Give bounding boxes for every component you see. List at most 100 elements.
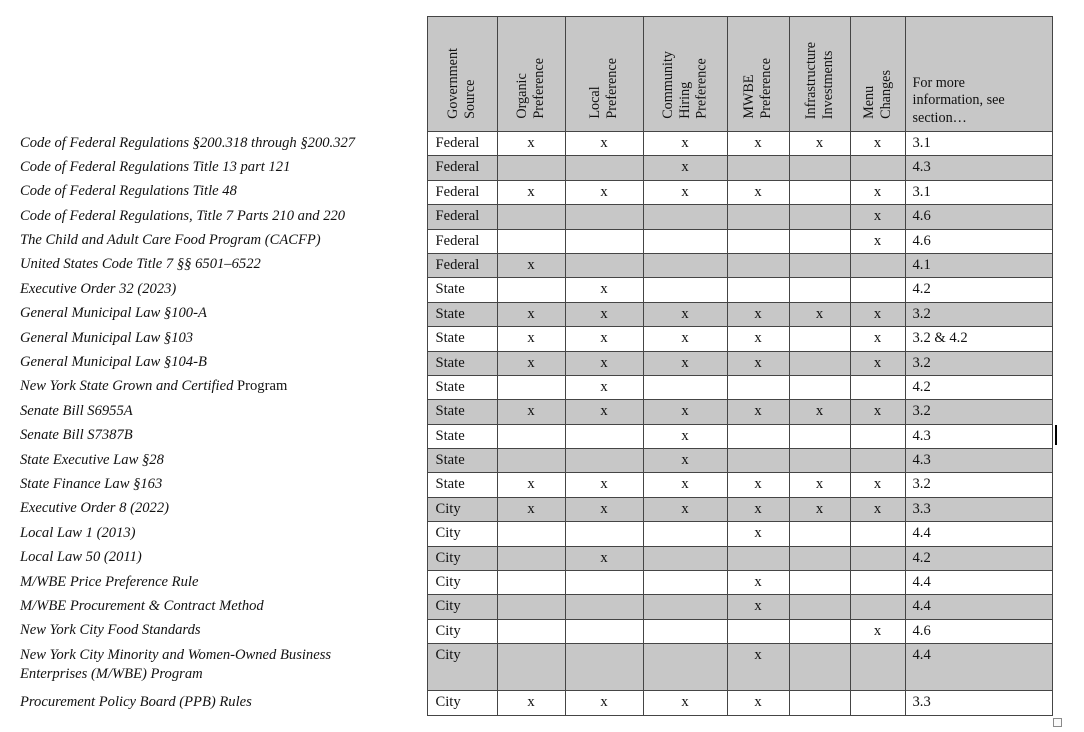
mark-cell	[849, 643, 906, 692]
source-cell: Federal	[426, 155, 498, 181]
law-label: Local Law 50 (2011)	[20, 546, 427, 571]
source-cell: Federal	[426, 252, 498, 279]
source-cell: Federal	[426, 228, 498, 254]
header-line: Preference	[531, 58, 547, 119]
mark-cell: x	[788, 130, 851, 157]
rotated-header-text: MWBE Preference	[741, 58, 775, 119]
table-header-row: Government Source Organic Preference Local Pr…	[20, 16, 1053, 132]
section-cell: 3.3	[904, 690, 1053, 716]
mark-cell: x	[726, 570, 790, 596]
mark-cell	[496, 448, 566, 474]
mark-cell: x	[564, 399, 644, 425]
table-row: Local Law 1 (2013) City x 4.4	[20, 521, 1053, 547]
table-row: New York City Food Standards City x 4.6	[20, 618, 1053, 645]
mark-cell: x	[642, 350, 728, 376]
mark-cell: x	[849, 496, 906, 523]
mark-cell	[496, 374, 566, 401]
mark-cell	[726, 252, 790, 279]
section-cell: 3.2	[904, 472, 1053, 498]
mark-cell	[642, 521, 728, 547]
header-line: Menu	[860, 85, 877, 119]
source-cell: City	[426, 690, 498, 716]
mark-cell: x	[496, 130, 566, 157]
header-line: MWBE	[741, 74, 758, 119]
source-cell: City	[426, 496, 498, 523]
column-header-organic-preference: Organic Preference	[496, 16, 566, 132]
law-name-italic: Local Law 1 (2013)	[20, 524, 136, 541]
mark-cell: x	[642, 179, 728, 206]
mark-cell: x	[642, 326, 728, 352]
mark-cell: x	[788, 301, 851, 328]
law-name-italic: State Finance Law §163	[20, 475, 163, 492]
law-name-italic: The Child and Adult Care Food Program (C…	[20, 232, 321, 249]
rotated-header-text: Infrastructure Investments	[803, 42, 837, 119]
mark-cell	[564, 643, 644, 692]
mark-cell: x	[564, 326, 644, 352]
mark-cell: x	[726, 179, 790, 206]
mark-cell: x	[726, 130, 790, 157]
mark-cell: x	[496, 472, 566, 498]
mark-cell	[564, 155, 644, 181]
table-row: State Executive Law §28 State x 4.3	[20, 448, 1053, 474]
table-row: Code of Federal Regulations Title 48 Fede…	[20, 179, 1053, 206]
mark-cell	[642, 252, 728, 279]
table-row: Senate Bill S7387B State x 4.3	[20, 423, 1053, 450]
mark-cell: x	[564, 690, 644, 716]
mark-cell: x	[788, 399, 851, 425]
mark-cell	[564, 204, 644, 230]
table-row: Code of Federal Regulations, Title 7 Par…	[20, 204, 1053, 230]
table-resize-handle[interactable]	[1053, 718, 1062, 727]
column-header-community-hiring-preference: Community Hiring Preference	[642, 16, 728, 132]
mark-cell: x	[564, 472, 644, 498]
law-label: Procurement Policy Board (PPB) Rules	[20, 690, 427, 716]
section-cell: 4.3	[904, 155, 1053, 181]
mark-cell	[849, 155, 906, 181]
law-name-italic: General Municipal Law §100-A	[20, 305, 207, 322]
section-cell: 4.6	[904, 228, 1053, 254]
law-label: General Municipal Law §103	[20, 326, 427, 352]
mark-cell	[788, 252, 851, 279]
mark-cell	[564, 423, 644, 450]
mark-cell: x	[564, 496, 644, 523]
law-name-italic: Procurement Policy Board (PPB) Rules	[20, 693, 252, 710]
mark-cell: x	[564, 301, 644, 328]
law-name-italic: Executive Order 32 (2023)	[20, 280, 177, 297]
mark-cell	[788, 448, 851, 474]
section-cell: 3.1	[904, 130, 1053, 157]
law-name-italic: General Municipal Law §103	[20, 329, 194, 346]
table-row: Senate Bill S6955A State x x x x x x 3.2	[20, 399, 1053, 425]
law-label: New York State Grown and Certified Progr…	[20, 375, 427, 400]
law-label: New York City Food Standards	[20, 619, 427, 644]
column-header-for-more-information: For more information, see section…	[904, 16, 1053, 132]
section-cell: 4.4	[904, 594, 1053, 620]
mark-cell	[788, 570, 851, 596]
source-cell: State	[426, 448, 498, 474]
mark-cell: x	[726, 326, 790, 352]
mark-cell: x	[849, 204, 906, 230]
source-cell: State	[426, 399, 498, 425]
mark-cell	[564, 594, 644, 620]
section-cell: 4.2	[904, 374, 1053, 401]
mark-cell	[642, 643, 728, 692]
mark-cell	[496, 277, 566, 303]
rotated-header-text: Menu Changes	[861, 70, 895, 119]
law-name-italic: General Municipal Law §104-B	[20, 354, 207, 371]
mark-cell	[788, 350, 851, 376]
mark-cell	[849, 423, 906, 450]
mark-cell	[564, 252, 644, 279]
mark-cell	[642, 594, 728, 620]
mark-cell	[788, 204, 851, 230]
header-line: Infrastructure	[802, 41, 819, 119]
mark-cell: x	[726, 350, 790, 376]
header-line: Hiring	[676, 81, 693, 119]
column-header-menu-changes: Menu Changes	[849, 16, 906, 132]
source-cell: State	[426, 301, 498, 328]
law-label: Local Law 1 (2013)	[20, 521, 427, 547]
mark-cell	[564, 570, 644, 596]
mark-cell: x	[496, 326, 566, 352]
mark-cell	[726, 155, 790, 181]
section-cell: 4.6	[904, 204, 1053, 230]
mark-cell: x	[849, 618, 906, 645]
mark-cell	[788, 618, 851, 645]
mark-cell	[726, 423, 790, 450]
